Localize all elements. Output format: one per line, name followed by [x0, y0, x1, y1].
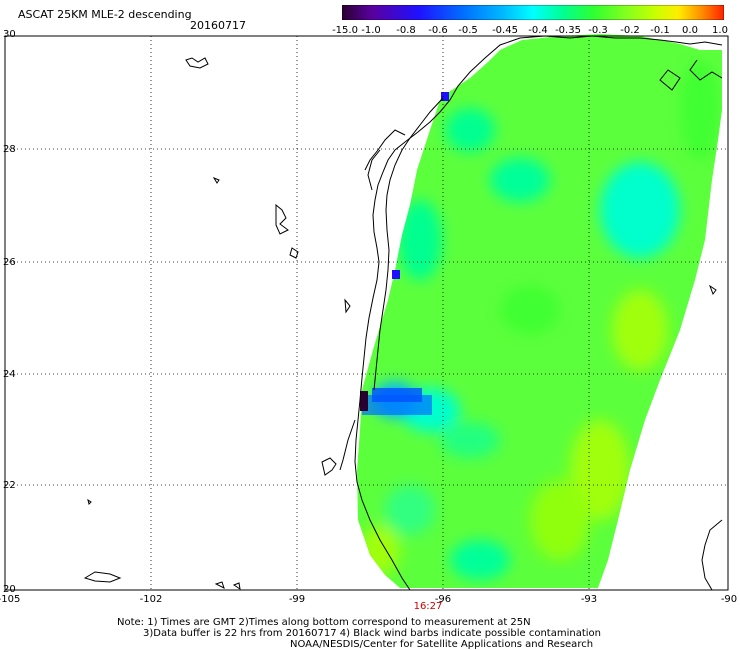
colorbar-label: -0.1	[650, 25, 670, 36]
lon-label: -105	[0, 594, 20, 605]
colorbar-labels: -15.0 -1.0 -0.8 -0.6 -0.5 -0.45 -0.4 -0.…	[320, 25, 740, 39]
lat-label: 24	[3, 369, 16, 380]
anomaly-pixel	[360, 391, 368, 411]
footnote-line: NOAA/NESDIS/Center for Satellite Applica…	[290, 639, 594, 650]
lon-label: -96	[435, 594, 451, 605]
colorbar-label: -0.4	[528, 25, 548, 36]
colorbar-label: -0.45	[492, 25, 518, 36]
coastline	[339, 35, 723, 591]
colorbar-label: -0.3	[588, 25, 608, 36]
land-features	[83, 57, 717, 591]
footnote-line: 3)Data buffer is 22 hrs from 20160717 4)…	[143, 628, 601, 639]
lon-label: -99	[289, 594, 305, 605]
lat-label: 26	[3, 257, 16, 268]
colorbar	[342, 5, 724, 20]
longitude-labels: -105 -102 -99 -96 -93 -90	[0, 594, 737, 605]
colorbar-label: -0.35	[555, 25, 581, 36]
latitude-labels: 30 28 26 24 22 20	[3, 29, 16, 595]
colorbar-label: -0.8	[396, 25, 416, 36]
colorbar-label: -0.6	[428, 25, 448, 36]
lat-lon-grid	[5, 35, 728, 590]
map-title: ASCAT 25KM MLE-2 descending	[18, 8, 192, 21]
footnote-line: Note: 1) Times are GMT 2)Times along bot…	[117, 617, 531, 628]
lon-label: -90	[721, 594, 737, 605]
wind-data-swath	[357, 34, 722, 588]
lat-label: 22	[3, 480, 16, 491]
colorbar-label: -15.0	[332, 25, 358, 36]
colorbar-label: -0.2	[620, 25, 640, 36]
colorbar-label: 0.0	[682, 25, 698, 36]
lat-label: 28	[3, 144, 16, 155]
colorbar-label: -1.0	[361, 25, 381, 36]
lat-label: 30	[3, 29, 16, 40]
anomaly-pixel	[441, 92, 449, 101]
time-marker: 16:27	[414, 601, 443, 612]
colorbar-label: -0.5	[458, 25, 478, 36]
map-date: 20160717	[190, 19, 246, 32]
lon-label: -93	[581, 594, 597, 605]
plot-frame	[4, 35, 729, 591]
lat-label: 20	[3, 584, 16, 595]
lon-label: -102	[140, 594, 163, 605]
colorbar-label: 1.0	[712, 25, 728, 36]
anomaly-pixel	[392, 270, 400, 279]
